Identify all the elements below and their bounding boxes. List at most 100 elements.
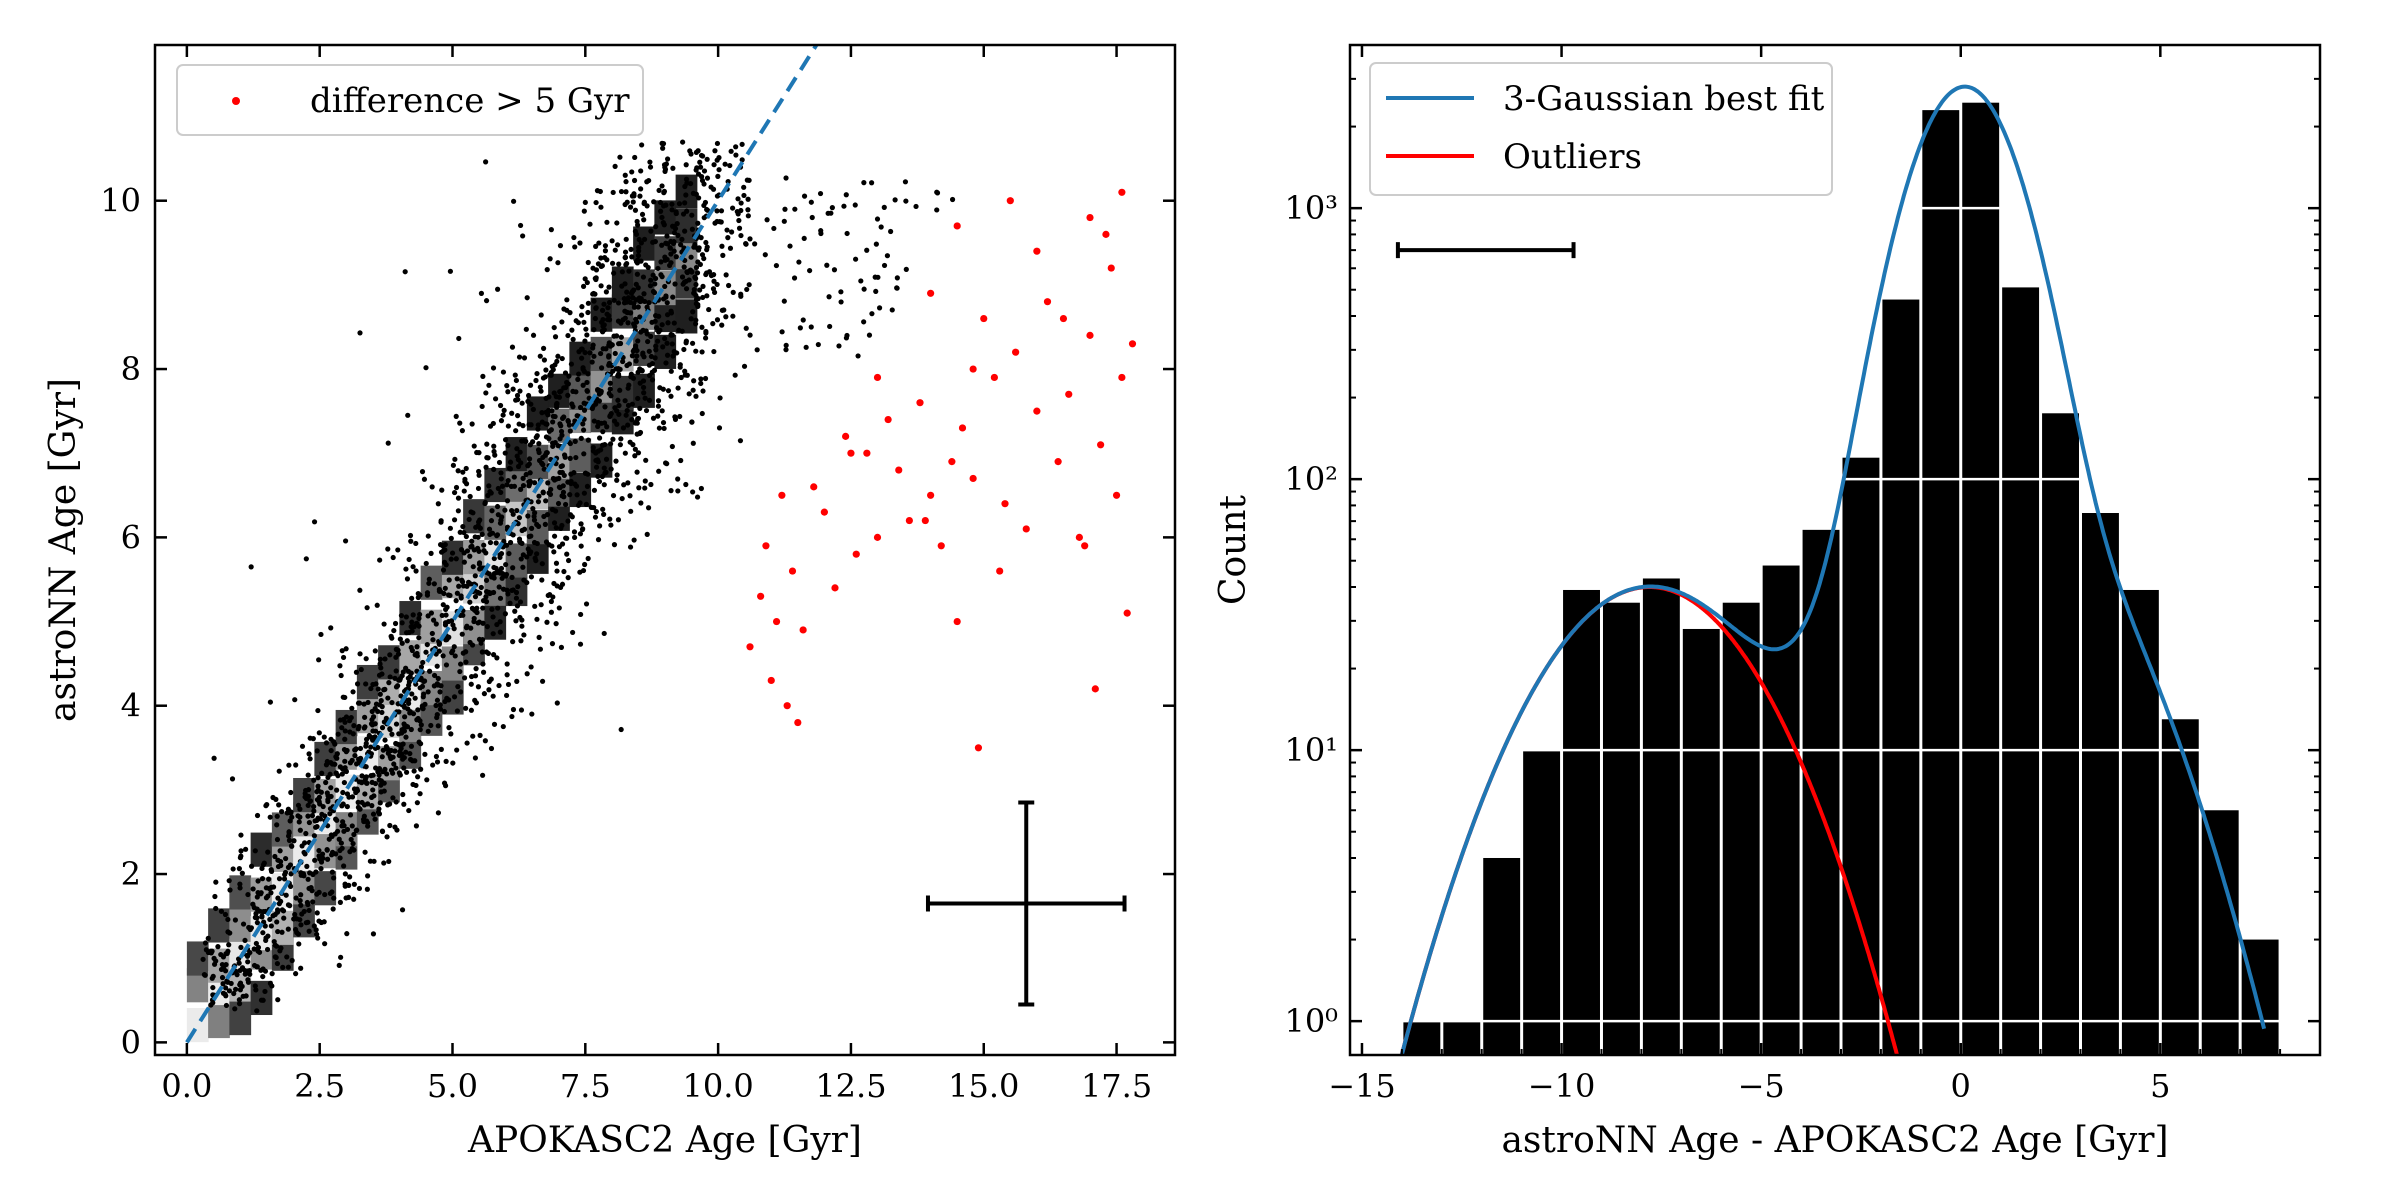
scatter-point: [853, 256, 859, 262]
scatter-point: [475, 485, 482, 492]
scatter-point: [700, 294, 706, 301]
scatter-point: [493, 540, 499, 546]
scatter-point: [338, 954, 344, 960]
scatter-point: [437, 702, 443, 708]
outlier-point: [772, 617, 781, 626]
scatter-point: [220, 981, 226, 987]
scatter-point: [697, 287, 703, 293]
scatter-point: [312, 818, 318, 824]
scatter-point: [620, 317, 626, 323]
scatter-point: [653, 343, 659, 349]
scatter-point: [636, 430, 643, 437]
scatter-point: [315, 935, 321, 941]
scatter-point: [377, 656, 383, 662]
scatter-point: [634, 353, 640, 359]
scatter-point: [415, 774, 421, 780]
scatter-point: [416, 615, 422, 621]
scatter-point: [585, 300, 591, 306]
outlier-point: [852, 550, 860, 558]
scatter-point: [298, 902, 304, 908]
scatter-point: [223, 962, 229, 968]
scatter-point: [544, 619, 550, 625]
scatter-point: [347, 812, 354, 818]
scatter-point: [683, 162, 689, 168]
scatter-point: [439, 487, 445, 493]
scatter-point: [481, 542, 487, 548]
scatter-point: [563, 501, 569, 508]
scatter-point: [559, 541, 566, 547]
scatter-point: [494, 655, 500, 661]
scatter-point: [622, 398, 628, 404]
scatter-point: [593, 464, 600, 470]
scatter-point: [590, 404, 596, 410]
scatter-point: [490, 693, 496, 699]
scatter-point: [431, 617, 437, 623]
scatter-point: [637, 193, 643, 199]
scatter-point: [358, 779, 364, 785]
density-cell: [229, 907, 252, 942]
scatter-point: [884, 253, 891, 259]
scatter-point: [498, 418, 505, 424]
scatter-point: [276, 802, 282, 808]
scatter-point: [364, 605, 370, 611]
scatter-point: [471, 443, 477, 449]
scatter-point: [323, 779, 329, 786]
histogram-bar: [1962, 102, 2000, 1055]
scatter-point: [691, 378, 697, 384]
scatter-point: [408, 644, 414, 651]
scatter-point: [737, 438, 744, 444]
scatter-point: [934, 207, 940, 213]
scatter-point: [517, 614, 523, 621]
scatter-point: [390, 754, 396, 760]
scatter-point: [229, 776, 236, 782]
scatter-point: [623, 236, 629, 242]
scatter-point: [398, 693, 404, 699]
scatter-point: [303, 556, 309, 562]
scatter-point: [540, 375, 547, 381]
scatter-point: [267, 916, 273, 923]
scatter-point: [394, 827, 400, 833]
outlier-point: [969, 474, 977, 483]
scatter-point: [492, 396, 499, 402]
scatter-point: [609, 260, 616, 266]
scatter-point: [524, 295, 530, 301]
scatter-point: [553, 560, 560, 566]
scatter-point: [723, 272, 729, 278]
scatter-point: [631, 304, 638, 310]
scatter-point: [697, 164, 704, 170]
scatter-point: [526, 422, 532, 428]
scatter-point: [397, 636, 403, 642]
scatter-point: [689, 419, 695, 425]
scatter-point: [480, 620, 486, 626]
scatter-point: [340, 801, 346, 807]
scatter-point: [251, 946, 257, 952]
scatter-point: [609, 238, 615, 244]
scatter-point: [614, 242, 621, 248]
scatter-point: [627, 544, 634, 550]
scatter-point: [443, 612, 449, 618]
scatter-point: [581, 451, 587, 457]
scatter-point: [409, 619, 415, 625]
scatter-point: [640, 327, 646, 333]
scatter-point: [426, 576, 432, 582]
scatter-point: [504, 661, 510, 667]
outlier-point: [969, 365, 977, 373]
scatter-point: [573, 454, 579, 461]
scatter-point: [301, 908, 307, 915]
scatter-point: [714, 218, 720, 225]
scatter-point: [388, 747, 394, 754]
scatter-point: [647, 159, 653, 165]
scatter-point: [614, 472, 620, 478]
histogram-bar: [2042, 413, 2079, 1055]
scatter-point: [270, 794, 276, 801]
scatter-point: [660, 386, 666, 392]
scatter-point: [364, 818, 370, 824]
scatter-point: [402, 269, 408, 275]
scatter-point: [606, 342, 612, 348]
scatter-point: [577, 641, 584, 647]
scatter-point: [442, 541, 448, 548]
scatter-point: [491, 721, 498, 727]
scatter-point: [606, 284, 612, 290]
scatter-point: [509, 713, 515, 720]
scatter-point: [319, 770, 325, 776]
